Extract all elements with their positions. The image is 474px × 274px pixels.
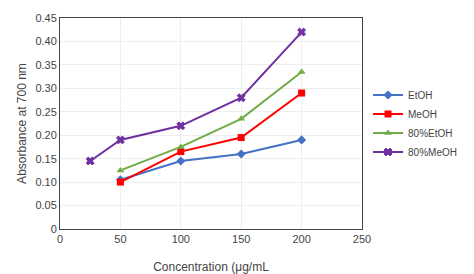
svg-text:0.10: 0.10 — [35, 176, 56, 188]
svg-text:MeOH: MeOH — [408, 109, 437, 120]
svg-text:100: 100 — [172, 233, 190, 245]
svg-text:0.05: 0.05 — [35, 199, 56, 211]
svg-text:80%MeOH: 80%MeOH — [408, 147, 457, 158]
svg-text:Absorbance at 700 nm: Absorbance at 700 nm — [15, 63, 29, 184]
svg-text:0: 0 — [51, 223, 57, 235]
svg-text:80%EtOH: 80%EtOH — [408, 128, 452, 139]
svg-text:150: 150 — [232, 233, 250, 245]
svg-text:0.40: 0.40 — [35, 35, 56, 47]
svg-text:0.20: 0.20 — [35, 129, 56, 141]
svg-text:0.15: 0.15 — [35, 153, 56, 165]
svg-text:250: 250 — [353, 233, 371, 245]
svg-text:200: 200 — [292, 233, 310, 245]
svg-text:50: 50 — [114, 233, 126, 245]
svg-text:0: 0 — [57, 233, 63, 245]
svg-text:Concentration (μg/mL: Concentration (μg/mL — [153, 260, 269, 274]
svg-text:0.35: 0.35 — [35, 59, 56, 71]
svg-text:0.45: 0.45 — [35, 12, 56, 24]
svg-text:0.30: 0.30 — [35, 82, 56, 94]
svg-text:EtOH: EtOH — [408, 90, 432, 101]
svg-text:0.25: 0.25 — [35, 106, 56, 118]
